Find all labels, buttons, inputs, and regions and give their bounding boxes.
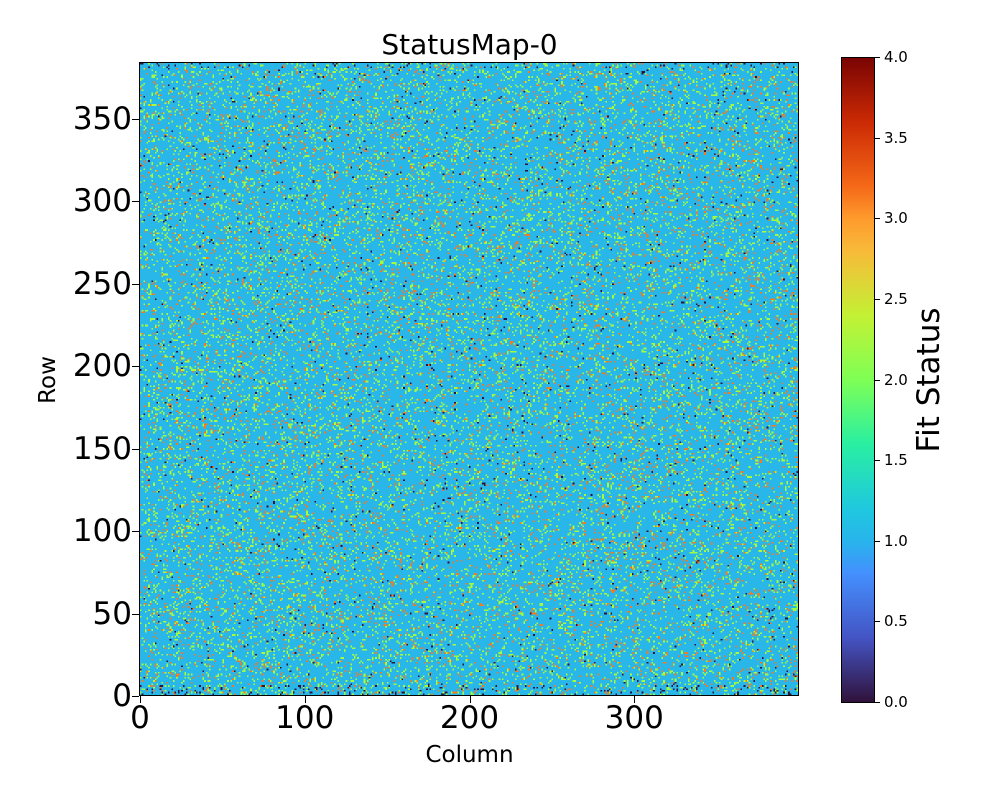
x-tick-mark xyxy=(469,696,471,703)
y-tick-mark xyxy=(132,283,139,285)
x-tick-label: 0 xyxy=(130,700,150,736)
y-tick-label: 100 xyxy=(72,513,132,550)
colorbar-tick-label: 0.0 xyxy=(884,693,908,711)
colorbar-tick-label: 4.0 xyxy=(884,48,908,66)
y-tick-mark xyxy=(132,613,139,615)
x-axis-label: Column xyxy=(425,742,514,768)
colorbar-tick-mark xyxy=(875,137,880,139)
y-tick-mark xyxy=(132,448,139,450)
colorbar-tick-mark xyxy=(875,460,880,462)
y-tick-mark xyxy=(132,696,139,697)
y-tick-label: 350 xyxy=(72,101,132,138)
x-tick-mark xyxy=(634,696,636,703)
colorbar xyxy=(841,57,875,703)
colorbar-tick-label: 2.5 xyxy=(884,289,908,308)
colorbar-tick-mark xyxy=(875,621,880,623)
x-tick-mark xyxy=(140,696,141,703)
heatmap-image xyxy=(140,63,798,695)
y-tick-label: 250 xyxy=(72,265,132,302)
y-tick-label: 0 xyxy=(112,678,132,714)
colorbar-tick-label: 3.0 xyxy=(884,209,908,228)
colorbar-tick-label: 1.5 xyxy=(884,451,908,470)
y-axis-label: Row xyxy=(35,356,61,404)
colorbar-tick-label: 3.5 xyxy=(884,128,908,147)
y-tick-mark xyxy=(132,531,139,533)
y-tick-label: 150 xyxy=(72,430,132,467)
colorbar-tick-label: 2.0 xyxy=(884,370,908,389)
colorbar-tick-mark xyxy=(875,540,880,542)
plot-area xyxy=(139,62,799,696)
y-tick-label: 300 xyxy=(72,183,132,220)
colorbar-tick-mark xyxy=(875,218,880,220)
chart-title: StatusMap-0 xyxy=(381,28,558,61)
colorbar-label: Fit Status xyxy=(911,307,947,453)
colorbar-tick-mark xyxy=(875,298,880,300)
colorbar-tick-label: 1.0 xyxy=(884,531,908,550)
y-tick-mark xyxy=(132,201,139,203)
colorbar-tick-label: 0.5 xyxy=(884,612,908,631)
colorbar-tick-mark xyxy=(875,379,880,381)
x-tick-mark xyxy=(304,696,306,703)
x-tick-label: 100 xyxy=(275,700,335,736)
x-tick-label: 200 xyxy=(439,700,500,736)
y-tick-mark xyxy=(132,366,139,368)
y-tick-mark xyxy=(132,119,139,121)
y-tick-label: 50 xyxy=(92,595,132,632)
colorbar-tick-mark xyxy=(875,57,880,58)
x-tick-label: 300 xyxy=(604,700,664,736)
y-tick-label: 200 xyxy=(72,348,132,385)
colorbar-tick-mark xyxy=(875,702,880,703)
